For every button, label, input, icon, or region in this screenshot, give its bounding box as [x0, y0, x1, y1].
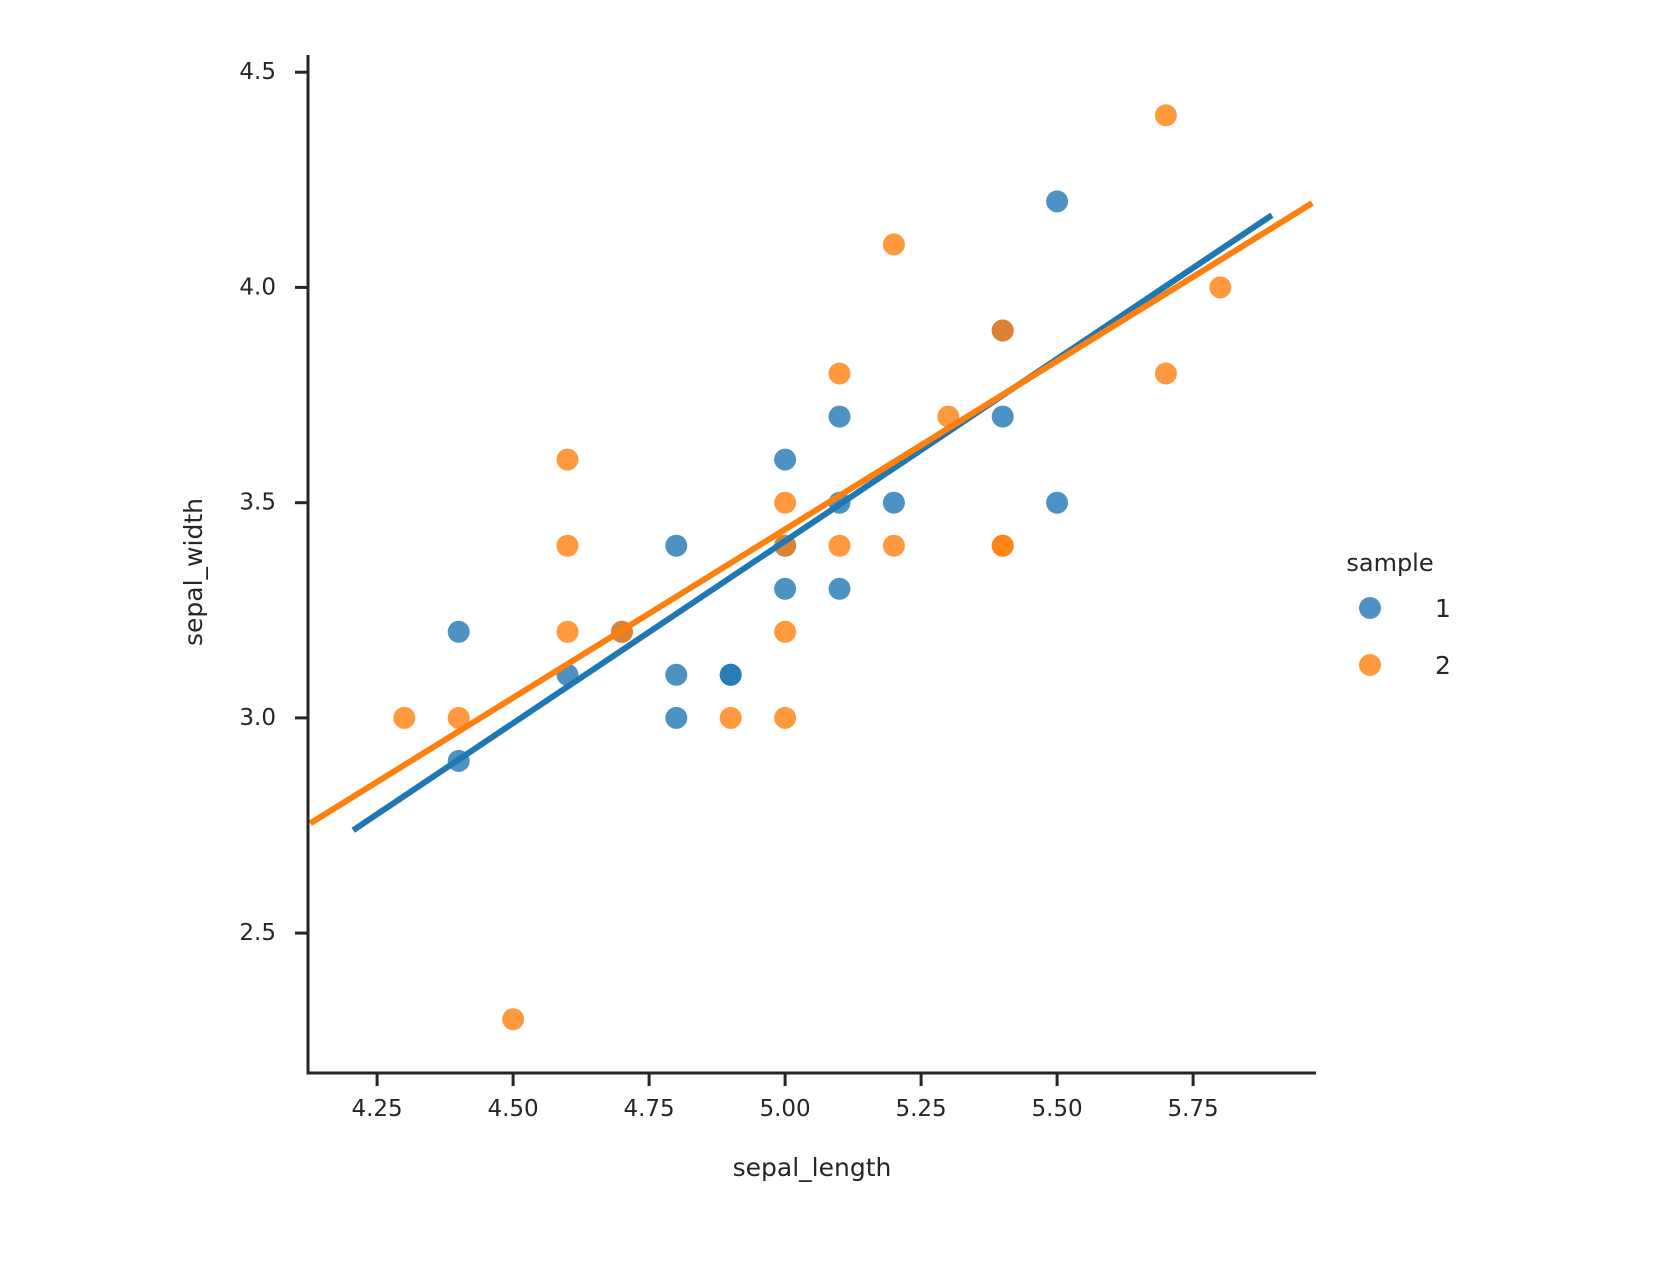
data-point-sample-1: [774, 577, 797, 600]
y-tick-label: 3.5: [239, 490, 276, 516]
data-point-sample-2: [882, 534, 905, 557]
x-tick-label: 5.75: [1167, 1096, 1218, 1122]
data-point-sample-1: [665, 663, 688, 686]
data-point-sample-2: [393, 706, 416, 729]
data-point-sample-1: [828, 405, 851, 428]
data-point-sample-2: [1154, 362, 1177, 385]
data-point-sample-1: [447, 620, 470, 643]
y-tick-label: 3.0: [239, 705, 276, 731]
y-axis-label: sepal_width: [179, 498, 208, 646]
data-point-sample-2: [828, 362, 851, 385]
data-point-sample-1: [719, 663, 742, 686]
axes-layer: 4.25 4.50 4.75 5.00 5.25 5.50 5.75 2.5 3.0 3.5 4.0…: [239, 55, 1316, 1122]
y-tick-label: 4.0: [239, 274, 276, 300]
data-point-sample-2: [447, 706, 470, 729]
x-axis-label: sepal_length: [733, 1153, 892, 1182]
data-point-sample-1: [774, 448, 797, 471]
y-tick-label: 4.5: [239, 59, 276, 85]
data-point-sample-2: [556, 448, 579, 471]
data-point-sample-2: [1209, 276, 1232, 299]
legend-label-sample-2: 2: [1435, 651, 1451, 680]
data-point-sample-2: [774, 706, 797, 729]
data-point-sample-2: [882, 233, 905, 256]
regression-line-layer: [308, 200, 1314, 833]
data-point-sample-1: [828, 577, 851, 600]
x-tick-label: 4.25: [351, 1096, 402, 1122]
x-tick-label: 5.00: [759, 1096, 810, 1122]
legend-title: sample: [1346, 549, 1433, 577]
legend-label-sample-1: 1: [1435, 594, 1451, 623]
data-point-sample-2: [991, 319, 1014, 342]
data-point-sample-2: [774, 620, 797, 643]
data-point-sample-2: [828, 534, 851, 557]
data-point-sample-2: [991, 534, 1014, 557]
regression-line-sample-1: [351, 212, 1274, 833]
x-tick-label: 5.25: [895, 1096, 946, 1122]
legend-marker-sample-1-icon: [1359, 597, 1381, 619]
y-tick-label: 2.5: [239, 920, 276, 946]
data-point-sample-2: [556, 620, 579, 643]
data-point-sample-1: [991, 405, 1014, 428]
data-point-sample-2: [556, 534, 579, 557]
regression-line-sample-2: [308, 200, 1314, 826]
legend: sample 1 2: [1346, 549, 1451, 680]
data-point-sample-2: [774, 491, 797, 514]
data-point-sample-1: [665, 534, 688, 557]
data-point-sample-2: [719, 706, 742, 729]
data-point-sample-1: [665, 706, 688, 729]
data-point-sample-2: [1154, 104, 1177, 127]
data-point-sample-1: [1046, 190, 1069, 213]
data-point-sample-1: [882, 491, 905, 514]
legend-marker-sample-2-icon: [1359, 654, 1381, 676]
scatter-layer: [393, 104, 1232, 1031]
x-tick-label: 4.50: [487, 1096, 538, 1122]
data-point-sample-1: [1046, 491, 1069, 514]
x-tick-label: 5.50: [1031, 1096, 1082, 1122]
x-tick-label: 4.75: [623, 1096, 674, 1122]
data-point-sample-2: [502, 1008, 525, 1031]
